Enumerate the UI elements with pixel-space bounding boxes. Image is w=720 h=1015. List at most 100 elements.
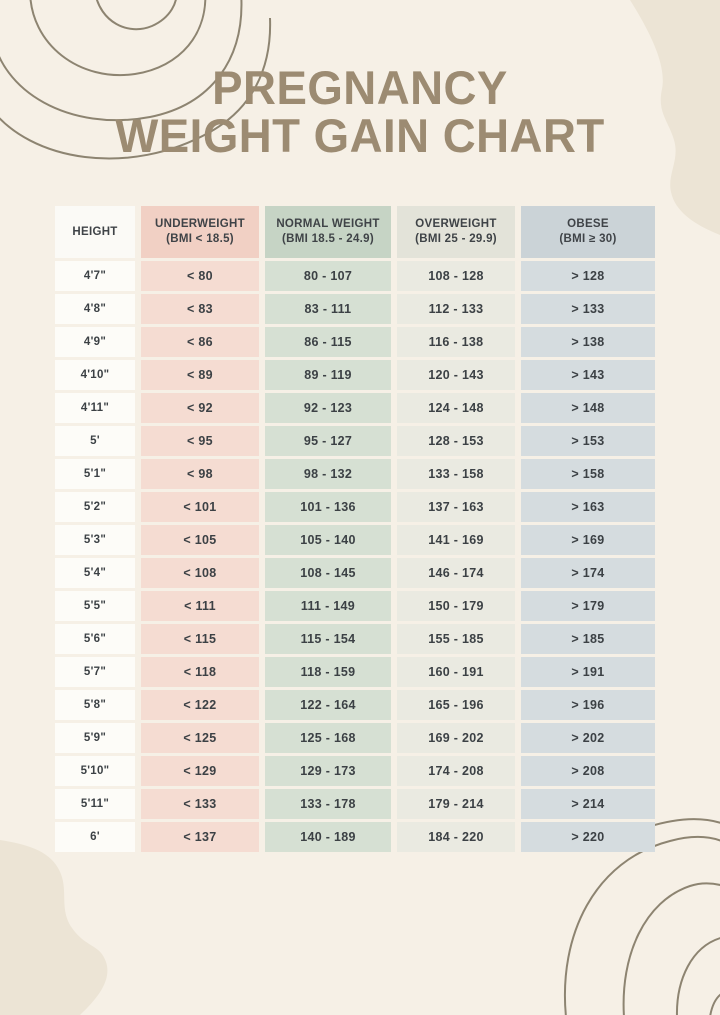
cell-normal: 89 - 119	[265, 360, 391, 390]
cell-normal: 80 - 107	[265, 261, 391, 291]
cell-normal: 122 - 164	[265, 690, 391, 720]
cell-underweight: < 89	[141, 360, 259, 390]
cell-obese: > 191	[521, 657, 655, 687]
cell-height: 4'8"	[55, 294, 135, 324]
column-bmi-range-label: (BMI ≥ 30)	[559, 233, 617, 245]
cell-underweight: < 133	[141, 789, 259, 819]
table-row: 5'6" < 115 115 - 154 155 - 185 > 185	[55, 624, 655, 654]
column-label: NORMAL WEIGHT	[276, 218, 380, 231]
cell-obese: > 169	[521, 525, 655, 555]
cell-normal: 118 - 159	[265, 657, 391, 687]
cell-height: 5'	[55, 426, 135, 456]
cell-height: 5'3"	[55, 525, 135, 555]
column-label: OVERWEIGHT	[415, 218, 497, 231]
table-row: 4'9" < 86 86 - 115 116 - 138 > 138	[55, 327, 655, 357]
cell-overweight: 124 - 148	[397, 393, 515, 423]
cell-normal: 101 - 136	[265, 492, 391, 522]
cell-normal: 115 - 154	[265, 624, 391, 654]
column-bmi-range-label: (BMI 25 - 29.9)	[415, 233, 497, 245]
cell-height: 6'	[55, 822, 135, 852]
cell-obese: > 185	[521, 624, 655, 654]
column-header-height: HEIGHT	[55, 206, 135, 258]
cell-obese: > 163	[521, 492, 655, 522]
cell-normal: 111 - 149	[265, 591, 391, 621]
cell-normal: 133 - 178	[265, 789, 391, 819]
cell-obese: > 128	[521, 261, 655, 291]
cell-height: 5'1"	[55, 459, 135, 489]
cell-overweight: 160 - 191	[397, 657, 515, 687]
cell-normal: 125 - 168	[265, 723, 391, 753]
cell-normal: 129 - 173	[265, 756, 391, 786]
cell-underweight: < 92	[141, 393, 259, 423]
cell-underweight: < 111	[141, 591, 259, 621]
cell-height: 5'5"	[55, 591, 135, 621]
column-header-obese: OBESE (BMI ≥ 30)	[521, 206, 655, 258]
column-bmi-range-label: (BMI < 18.5)	[166, 233, 234, 245]
cell-underweight: < 137	[141, 822, 259, 852]
cell-overweight: 112 - 133	[397, 294, 515, 324]
cell-underweight: < 98	[141, 459, 259, 489]
cell-obese: > 153	[521, 426, 655, 456]
table-row: 5'9" < 125 125 - 168 169 - 202 > 202	[55, 723, 655, 753]
cell-overweight: 174 - 208	[397, 756, 515, 786]
cell-obese: > 214	[521, 789, 655, 819]
cell-height: 5'8"	[55, 690, 135, 720]
cell-overweight: 116 - 138	[397, 327, 515, 357]
cell-obese: > 143	[521, 360, 655, 390]
cell-underweight: < 125	[141, 723, 259, 753]
table-row: 4'7" < 80 80 - 107 108 - 128 > 128	[55, 261, 655, 291]
cell-underweight: < 80	[141, 261, 259, 291]
cell-normal: 86 - 115	[265, 327, 391, 357]
table-row: 5'3" < 105 105 - 140 141 - 169 > 169	[55, 525, 655, 555]
cell-underweight: < 86	[141, 327, 259, 357]
cell-obese: > 158	[521, 459, 655, 489]
cell-overweight: 120 - 143	[397, 360, 515, 390]
cell-underweight: < 105	[141, 525, 259, 555]
page-title-line1: PREGNANCY	[212, 61, 508, 114]
page-title-line2: WEIGHT GAIN CHART	[115, 108, 605, 162]
cell-normal: 98 - 132	[265, 459, 391, 489]
table-row: 5'4" < 108 108 - 145 146 - 174 > 174	[55, 558, 655, 588]
cell-obese: > 138	[521, 327, 655, 357]
column-header-normal: NORMAL WEIGHT (BMI 18.5 - 24.9)	[265, 206, 391, 258]
table-header-row: HEIGHT UNDERWEIGHT (BMI < 18.5) NORMAL WEIG…	[55, 206, 655, 258]
cell-underweight: < 95	[141, 426, 259, 456]
cell-normal: 108 - 145	[265, 558, 391, 588]
cell-underweight: < 122	[141, 690, 259, 720]
cell-height: 5'11"	[55, 789, 135, 819]
cell-underweight: < 115	[141, 624, 259, 654]
cell-obese: > 220	[521, 822, 655, 852]
cell-height: 5'4"	[55, 558, 135, 588]
cell-obese: > 208	[521, 756, 655, 786]
cell-overweight: 184 - 220	[397, 822, 515, 852]
table-row: 5' < 95 95 - 127 128 - 153 > 153	[55, 426, 655, 456]
page-title: PREGNANCY WEIGHT GAIN CHART	[11, 64, 709, 160]
column-label: HEIGHT	[72, 225, 118, 238]
table-row: 4'8" < 83 83 - 111 112 - 133 > 133	[55, 294, 655, 324]
cell-normal: 83 - 111	[265, 294, 391, 324]
table-row: 5'5" < 111 111 - 149 150 - 179 > 179	[55, 591, 655, 621]
cell-normal: 140 - 189	[265, 822, 391, 852]
cell-overweight: 108 - 128	[397, 261, 515, 291]
cell-underweight: < 83	[141, 294, 259, 324]
table-row: 5'7" < 118 118 - 159 160 - 191 > 191	[55, 657, 655, 687]
cell-overweight: 169 - 202	[397, 723, 515, 753]
cell-overweight: 179 - 214	[397, 789, 515, 819]
table-row: 6' < 137 140 - 189 184 - 220 > 220	[55, 822, 655, 852]
cell-underweight: < 101	[141, 492, 259, 522]
cell-obese: > 148	[521, 393, 655, 423]
cell-height: 5'9"	[55, 723, 135, 753]
cell-obese: > 202	[521, 723, 655, 753]
cell-obese: > 174	[521, 558, 655, 588]
cell-overweight: 128 - 153	[397, 426, 515, 456]
cell-overweight: 137 - 163	[397, 492, 515, 522]
blob-bottom-left-decoration	[0, 840, 108, 1015]
table-row: 5'10" < 129 129 - 173 174 - 208 > 208	[55, 756, 655, 786]
cell-height: 4'7"	[55, 261, 135, 291]
cell-underweight: < 108	[141, 558, 259, 588]
cell-overweight: 150 - 179	[397, 591, 515, 621]
cell-height: 5'2"	[55, 492, 135, 522]
table-row: 5'1" < 98 98 - 132 133 - 158 > 158	[55, 459, 655, 489]
cell-underweight: < 118	[141, 657, 259, 687]
